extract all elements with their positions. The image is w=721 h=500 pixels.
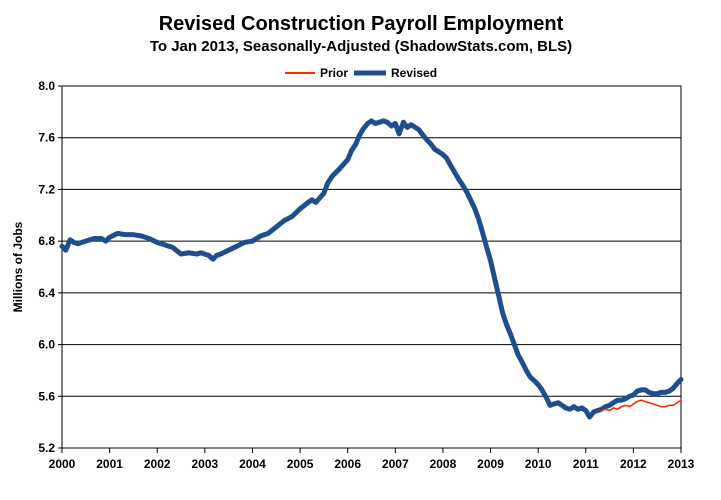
x-tick-label: 2005 [287, 457, 314, 471]
y-tick-label: 7.2 [38, 182, 55, 196]
legend: Prior Revised [285, 66, 437, 80]
x-tick-label: 2006 [334, 457, 361, 471]
y-tick-label: 6.4 [38, 286, 55, 300]
x-tick-label: 2011 [573, 457, 599, 471]
x-tick-label: 2003 [191, 457, 218, 471]
legend-label-prior: Prior [320, 66, 348, 80]
gridlines [62, 137, 681, 397]
y-tick-label: 7.6 [38, 131, 55, 145]
x-tick-label: 2004 [239, 457, 266, 471]
x-tick-label: 2009 [477, 457, 504, 471]
x-tick-label: 2002 [144, 457, 171, 471]
series-line-revised [59, 118, 684, 420]
plot-area [61, 85, 682, 449]
x-tick-label: 2007 [382, 457, 409, 471]
y-tick-label: 5.2 [38, 441, 55, 455]
series-lines [59, 118, 684, 420]
y-tick-label: 8.0 [38, 79, 55, 93]
x-tick-label: 2013 [668, 457, 695, 471]
y-tick-label: 6.8 [38, 234, 55, 248]
series-line-prior [600, 399, 682, 412]
y-tick-label: 5.6 [38, 389, 55, 403]
x-tick-label: 2010 [525, 457, 552, 471]
axes: 5.2 5.6 6.0 6.4 6.8 7.2 7.6 8.0 2000 2001 2002 2003… [38, 79, 694, 471]
chart-title: Revised Construction Payroll Employment [159, 13, 564, 35]
x-tick-label: 2008 [430, 457, 457, 471]
legend-label-revised: Revised [391, 66, 437, 80]
x-tick-label: 2001 [96, 457, 123, 471]
x-tick-label: 2000 [49, 457, 76, 471]
y-tick-label: 6.0 [38, 338, 55, 352]
chart-subtitle: To Jan 2013, Seasonally-Adjusted (Shadow… [150, 38, 572, 55]
y-axis-title: Millions of Jobs [11, 221, 25, 312]
x-tick-label: 2012 [620, 457, 647, 471]
